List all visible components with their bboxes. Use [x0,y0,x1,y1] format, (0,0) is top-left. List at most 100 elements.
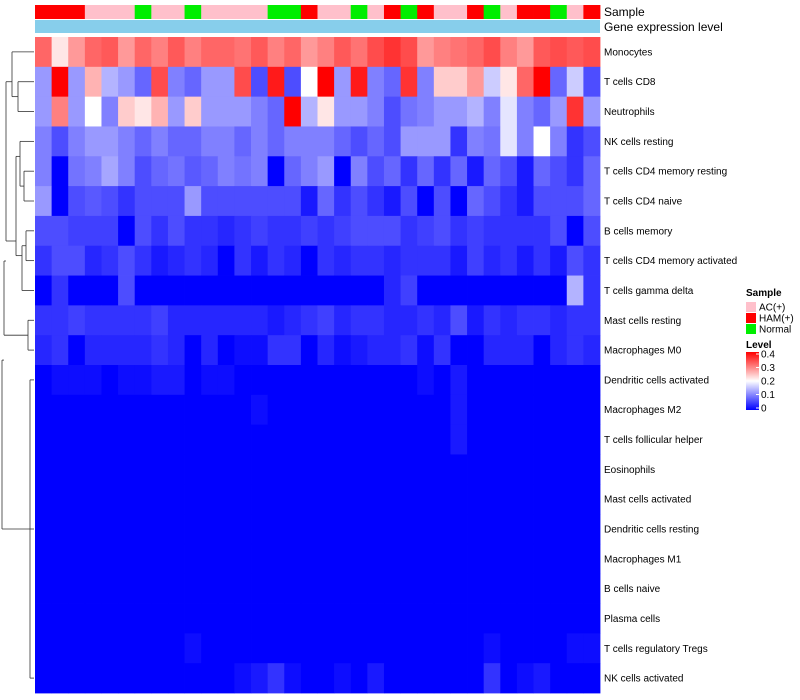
heatmap-cell [417,454,435,485]
heatmap-cell [201,543,219,575]
heatmap-cell [300,215,318,247]
heatmap-cell [201,514,219,545]
heatmap-cell [367,156,385,187]
heatmap-cell [184,663,202,694]
heatmap-cell [234,454,252,485]
heatmap-cell [467,66,485,98]
heatmap-cell [583,96,601,127]
heatmap-cell [35,603,53,634]
heatmap-cell [317,514,335,545]
heatmap-cell [417,186,435,217]
heatmap-cell [101,245,119,276]
heatmap-cell [317,394,335,426]
sample-annotation-cell [417,5,435,19]
heatmap-cell [516,454,534,485]
heatmap-cell [433,484,451,515]
heatmap-cell [500,126,518,157]
heatmap-cell [134,335,152,366]
sample-annotation-cell [300,5,318,19]
heatmap-cell [35,365,53,396]
heatmap-cell [433,633,451,664]
heatmap-cell [400,573,418,604]
heatmap-cell [300,543,318,575]
heatmap-cell [417,365,435,396]
heatmap-cell [550,394,568,426]
heatmap-cell [550,96,568,127]
row-label: Dendritic cells resting [604,525,699,536]
heatmap-cell [267,66,285,98]
heatmap-cell [583,603,601,634]
heatmap-cell [118,394,136,426]
heatmap-cell [566,603,584,634]
heatmap-cell [101,573,119,604]
heatmap-cell [118,305,136,336]
heatmap-cell [317,156,335,187]
heatmap-cell [533,394,551,426]
heatmap-cell [383,305,401,336]
heatmap-cell [516,424,534,455]
heatmap-cell [317,215,335,247]
heatmap-cell [101,543,119,575]
heatmap-cell [300,305,318,336]
heatmap-cell [383,215,401,247]
heatmap-cell [583,305,601,336]
sample-annotation-cell [118,5,136,19]
heatmap-cell [184,633,202,664]
heatmap-cell [500,37,518,68]
heatmap-cell [400,603,418,634]
heatmap-cell [184,603,202,634]
legend-swatch [746,324,756,334]
heatmap-cell [500,335,518,366]
heatmap-cell [184,573,202,604]
heatmap-cell [533,484,551,515]
heatmap-cell [84,394,102,426]
heatmap-cell [118,573,136,604]
heatmap-cell [35,37,53,68]
heatmap-cell [350,96,368,127]
heatmap-cell [84,365,102,396]
heatmap-cell [184,424,202,455]
heatmap-cell [68,186,86,217]
heatmap-cell [284,484,302,515]
heatmap-cell [284,663,302,694]
heatmap-cell [583,126,601,157]
heatmap-cell [118,663,136,694]
heatmap-cell [467,603,485,634]
heatmap-cell [51,156,69,187]
heatmap-cell [566,186,584,217]
heatmap-cell [300,484,318,515]
heatmap-cell [68,96,86,127]
heatmap-cell [334,186,352,217]
heatmap-cell [68,484,86,515]
heatmap-cell [134,484,152,515]
heatmap-cell [566,156,584,187]
heatmap-cell [550,663,568,694]
heatmap-cell [516,394,534,426]
legend-entry-label: AC(+) [759,303,785,314]
heatmap-cell [383,186,401,217]
heatmap-cell [500,543,518,575]
heatmap-cell [550,365,568,396]
row-label: T cells CD8 [604,77,656,88]
heatmap-cell [417,66,435,98]
heatmap-cell [450,96,468,127]
heatmap-cell [35,514,53,545]
heatmap-cell [383,633,401,664]
heatmap-cell [583,156,601,187]
row-labels: Monocytes T cells CD8 Neutrophils NK cells … [604,47,737,684]
heatmap-cell [51,424,69,455]
heatmap-cell [68,245,86,276]
heatmap-cell [317,37,335,68]
heatmap-cell [566,37,584,68]
heatmap-cell [383,663,401,694]
sample-annotation-cell [334,5,352,19]
heatmap-cell [400,424,418,455]
heatmap-cell [433,305,451,336]
heatmap-cell [483,305,501,336]
heatmap-cell [234,305,252,336]
heatmap-cell [134,126,152,157]
heatmap-cell [583,543,601,575]
heatmap-cell [234,424,252,455]
heatmap-cell [134,275,152,306]
heatmap-cell [267,126,285,157]
